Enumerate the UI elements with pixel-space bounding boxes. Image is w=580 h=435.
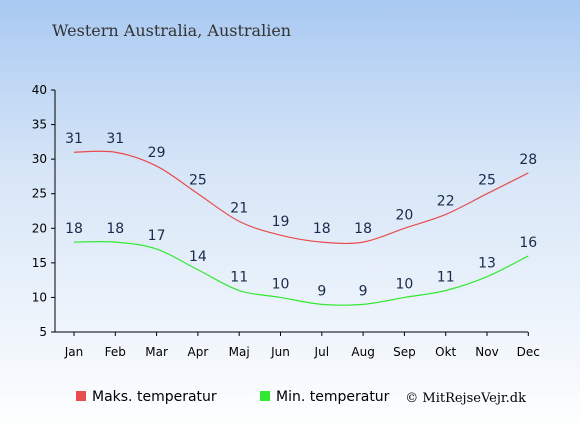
max-temp-label: 20 [395,207,413,223]
max-temp-label: 22 [437,193,455,209]
max-temp-line [73,150,529,245]
min-temp-label: 14 [189,249,207,265]
min-temp-label: 13 [478,256,496,272]
min-temp-label: 10 [395,276,413,292]
x-tick-label: Sep [393,345,416,359]
x-tick-label: Aug [351,345,374,359]
y-tick-label: 30 [32,152,47,166]
series-layer: 31 31 29 25 21 19 18 18 20 22 25 28 18 18 17 14 11 10 9 9 10… [65,131,537,306]
y-tick-label: 10 [32,290,47,304]
legend-label-max: Maks. temperatur [92,389,217,405]
max-temp-label: 31 [65,131,83,147]
legend-swatch-min [260,391,270,401]
x-tick-label: Feb [105,345,126,359]
y-tick-label: 40 [32,83,47,97]
min-temp-label: 9 [317,283,326,299]
y-tick-label: 20 [32,221,47,235]
x-tick-label: Mar [145,345,168,359]
x-tick-label: Dec [517,345,540,359]
min-temp-label: 9 [359,283,368,299]
y-tick-label: 25 [32,187,47,201]
max-temp-label: 18 [354,221,372,237]
credit-text: © MitRejseVejr.dk [405,391,526,406]
legend: Maks. temperatur Min. temperatur [76,389,390,405]
min-temp-label: 11 [230,270,248,286]
min-temp-label: 18 [106,221,124,237]
max-temp-label: 31 [106,131,124,147]
min-temp-line [73,241,529,306]
x-tick-label: Maj [229,345,250,359]
x-tick-label: Jun [270,345,290,359]
min-temp-label: 10 [272,276,290,292]
max-temp-label: 19 [272,214,290,230]
x-tick-label: Apr [188,345,209,359]
legend-swatch-max [76,391,86,401]
x-tick-label: Nov [475,345,498,359]
y-tick-label: 15 [32,256,47,270]
chart-title: Western Australia, Australien [52,21,291,40]
max-temp-label: 18 [313,221,331,237]
max-temp-label: 25 [478,173,496,189]
x-ticks: Jan Feb Mar Apr Maj Jun Jul Aug Sep Okt Nov Dec [64,332,540,359]
max-temp-label: 28 [519,152,537,168]
y-ticks: 5 10 15 20 25 30 35 40 [32,83,55,339]
x-tick-label: Jan [64,345,84,359]
max-temp-label: 29 [148,145,166,161]
y-tick-label: 35 [32,118,47,132]
min-temp-label: 16 [519,235,537,251]
legend-label-min: Min. temperatur [276,389,390,405]
max-temp-label: 25 [189,173,207,189]
min-temp-label: 17 [148,228,166,244]
y-tick-label: 5 [39,325,47,339]
x-tick-label: Jul [314,345,329,359]
x-tick-label: Okt [435,345,456,359]
max-temp-label: 21 [230,200,248,216]
min-temp-label: 18 [65,221,83,237]
min-temp-label: 11 [437,270,455,286]
